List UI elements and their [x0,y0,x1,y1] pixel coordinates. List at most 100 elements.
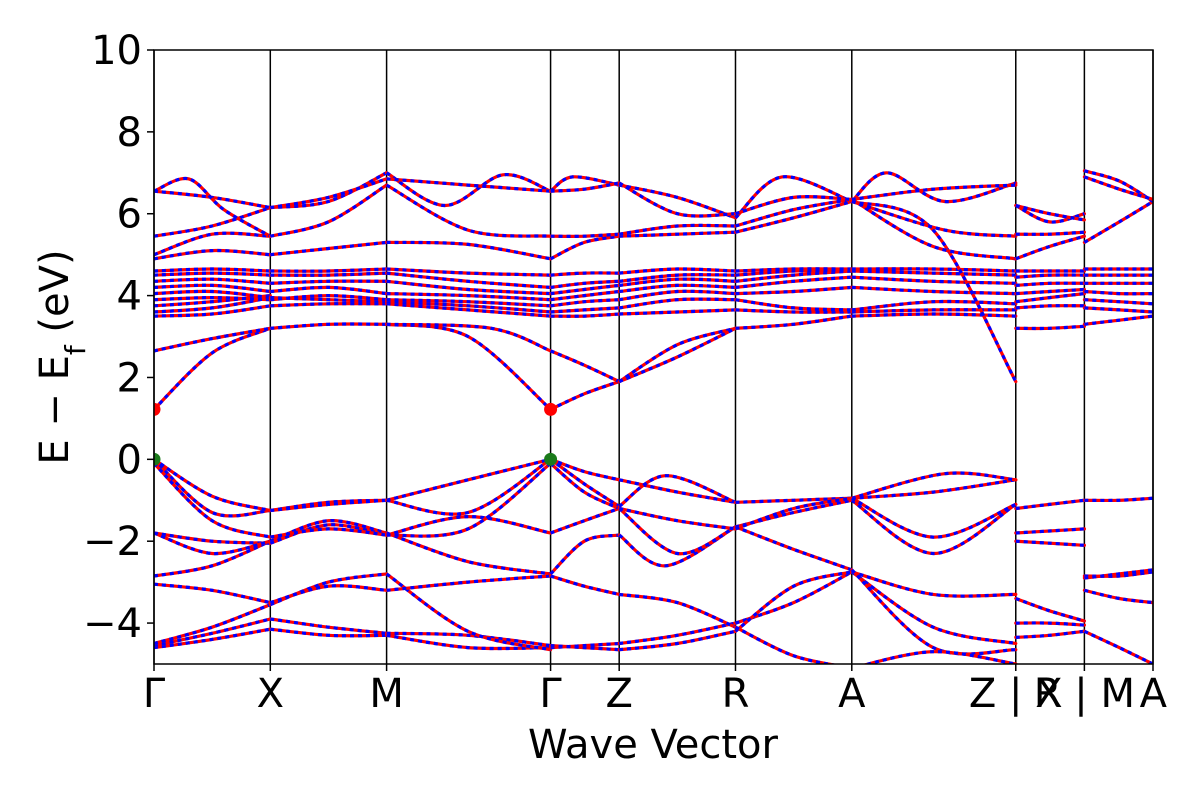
band-line-dashed [154,206,271,238]
y-axis-label: E − Ef (eV) [32,249,92,464]
band-line-dashed [549,234,620,261]
band-line-dashed [1083,175,1153,201]
band-line-dashed [1084,496,1153,503]
band-line-dashed [851,275,1016,285]
band-line [549,533,621,576]
band-line-dashed [154,457,271,513]
x-tick-label: Γ [143,671,166,717]
band-line-dashed [549,462,620,510]
band-line-dashed [1015,304,1085,310]
band-line-dashed [270,617,387,635]
band-line [154,326,272,411]
plot-frame [153,49,1154,665]
y-tick-label: 6 [117,192,142,238]
x-tick-label: X [257,671,284,717]
band-line-dashed [550,298,620,308]
band-line-dashed [549,349,620,384]
y-tick-label: 2 [117,355,142,401]
band-line-dashed [1015,498,1085,511]
band-line [850,197,1018,261]
band-line-dashed [385,572,551,652]
band-line-dashed [1084,298,1153,306]
band-line-dashed [735,308,852,314]
band-line-dashed [549,380,620,411]
band-line-dashed [386,177,551,193]
band-line-dashed [618,297,736,310]
band-line-dashed [154,289,271,300]
band-line-dashed [550,232,620,238]
band-line-dashed [1015,230,1085,236]
band-line-dashed [1083,629,1153,664]
band-line-dashed [1084,306,1153,314]
band-line-dashed [154,326,271,353]
band-line-dashed [270,240,387,257]
band-line-dashed [386,298,551,308]
band-line-dashed [154,294,271,308]
band-line [850,498,1018,556]
band-line-dashed [270,527,387,539]
band-line-dashed [735,285,852,296]
band-line-dashed [270,177,388,210]
band-line-dashed [618,181,736,218]
band-line-dashed [850,568,1016,656]
vbm-marker [544,452,558,466]
band-line-dashed [1015,292,1085,304]
band-line-dashed [734,570,853,633]
band-line [154,603,272,646]
band-line-dashed [154,231,271,257]
band-line-dashed [734,625,838,664]
band-line-dashed [1015,597,1085,623]
band-line [733,175,854,220]
band-line-dashed [550,283,620,296]
band-line-dashed [734,570,853,625]
band-line-dashed [1084,289,1153,296]
band-line-dashed [154,267,271,273]
x-tick-label: Z [605,671,632,717]
bands-layer [154,169,1153,664]
band-line-dashed [386,322,552,353]
band-line-dashed [619,283,736,294]
band-line-dashed [618,478,736,504]
band-line-dashed [851,285,1016,296]
band-line-dashed [386,292,551,302]
band-line-dashed [851,299,1016,312]
band-line [385,514,553,537]
band-line-dashed [550,312,620,318]
y-tick-label: −2 [83,519,142,565]
band-line-dashed [154,617,271,648]
band-line-dashed [386,302,551,318]
band-line-dashed [618,592,737,629]
band-line-dashed [154,627,271,650]
band-line-dashed [269,183,388,238]
band-line-dashed [618,525,737,568]
band-line-dashed [735,195,852,216]
vbm-marker [154,452,161,466]
band-line-dashed [550,641,620,650]
cbm-marker [154,402,161,416]
band-line-dashed [851,199,1018,383]
band-line [154,461,272,539]
band-line-dashed [154,283,271,294]
band-line-dashed [851,471,1016,500]
band-line-dashed [851,183,1016,201]
band-line-dashed [154,248,271,261]
cbm-marker [544,402,558,416]
band-line-dashed [154,539,271,578]
band-line-dashed [270,498,387,513]
band-line-dashed [270,171,388,210]
band-line-dashed [619,277,736,287]
band-line-dashed [735,314,853,330]
y-tick-label: 0 [117,437,142,483]
band-line-dashed [1015,539,1085,547]
x-tick-label: R [722,671,750,717]
band-line-dashed [735,269,852,283]
band-line-dashed [386,271,551,289]
band-line-dashed [1015,204,1085,224]
band-line-dashed [1015,287,1085,296]
band-line-dashed [386,240,551,261]
band-line-dashed [619,230,736,238]
band-line [850,471,1018,500]
band-line-dashed [851,496,1017,539]
band-line [268,183,389,238]
